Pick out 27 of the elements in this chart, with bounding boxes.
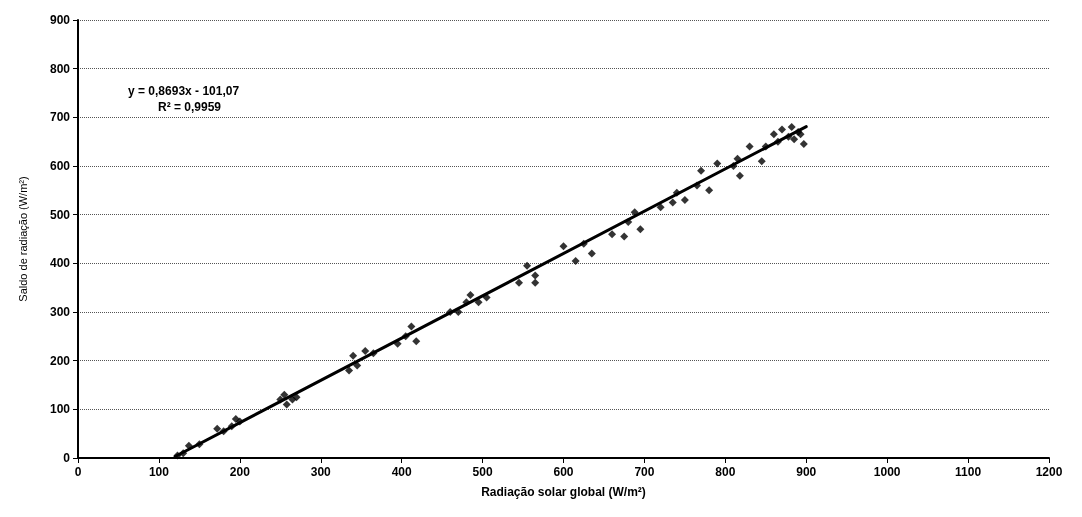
y-tick-label: 800 (49, 61, 71, 76)
x-tick-label: 900 (796, 465, 817, 479)
y-tick-label: 0 (63, 451, 71, 465)
x-tick-label: 100 (148, 465, 170, 479)
x-tick-label: 600 (553, 465, 574, 479)
y-tick-label: 200 (49, 353, 71, 368)
x-tick-label: 700 (634, 465, 655, 479)
x-tick-label: 0 (74, 465, 82, 479)
y-tick-label: 100 (49, 402, 71, 417)
y-tick-label: 900 (49, 13, 71, 27)
x-tick-label: 500 (472, 465, 493, 479)
annotation: R² = 0,9959 (158, 100, 222, 114)
x-tick-label: 1000 (873, 465, 901, 479)
x-axis-title: Radiação solar global (W/m²) (481, 485, 646, 499)
y-tick-label: 400 (49, 256, 71, 271)
x-tick-label: 300 (310, 465, 332, 479)
y-tick-label: 500 (49, 207, 71, 222)
x-tick-label: 1100 (955, 465, 982, 479)
x-tick-label: 1200 (1035, 465, 1063, 479)
y-tick-label: 300 (49, 305, 71, 319)
x-tick-label: 800 (715, 465, 736, 479)
x-tick-label: 400 (391, 465, 412, 479)
y-axis-title: Saldo de radiação (W/m²) (16, 176, 29, 302)
y-tick-label: 700 (49, 110, 71, 125)
x-tick-label: 200 (229, 465, 251, 479)
annotation: y = 0,8693x - 101,07 (128, 84, 240, 98)
y-tick-label: 600 (49, 159, 71, 173)
